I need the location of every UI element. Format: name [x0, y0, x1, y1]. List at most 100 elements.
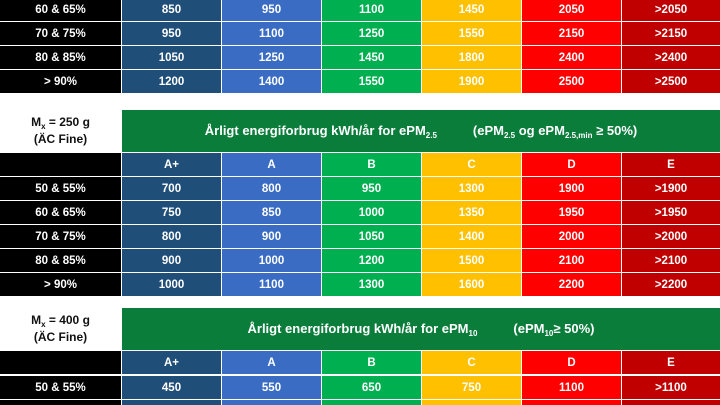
value-cell: 950 [222, 0, 321, 21]
value-cell: 1200 [122, 70, 221, 93]
text-part: (ePM [513, 320, 545, 336]
value-cell: 1000 [222, 249, 321, 272]
mass-label: Mx = 400 g (ÄC Fine) [0, 308, 121, 350]
value-cell: 1800 [422, 46, 521, 69]
text-part: = 250 g [45, 115, 90, 129]
value-cell: 1100 [222, 273, 321, 296]
row-label: 50 & 55% [0, 177, 121, 200]
text-part: 2.5 [503, 130, 516, 140]
value-cell: >2000 [622, 225, 720, 248]
row-label: > 90% [0, 70, 121, 93]
row-label: 80 & 85% [0, 249, 121, 272]
text-part: Årligt energiforbrug kWh/år for ePM [247, 320, 469, 336]
value-cell: 1950 [522, 201, 621, 224]
value-cell: 750 [122, 201, 221, 224]
value-cell: 1550 [422, 22, 521, 45]
row-label: 70 & 75% [0, 22, 121, 45]
value-cell: 1550 [322, 70, 421, 93]
mass-line: Mx = 250 g [31, 116, 90, 133]
value-cell: 1250 [322, 22, 421, 45]
header-title: Årligt energiforbrug kWh/år for ePM10 [248, 321, 478, 338]
value-cell: 900 [122, 249, 221, 272]
value-cell: 1050 [122, 46, 221, 69]
cut-row [0, 400, 121, 405]
value-cell: 1300 [422, 177, 521, 200]
value-cell: 1250 [222, 46, 321, 69]
row-label: > 90% [0, 273, 121, 296]
value-cell: >2150 [622, 22, 720, 45]
row-label: 60 & 65% [0, 201, 121, 224]
row-label: 50 & 55% [0, 376, 121, 399]
value-cell: >1100 [622, 376, 720, 399]
value-cell: 1400 [422, 225, 521, 248]
value-cell: 2200 [522, 273, 621, 296]
class-label-blank [0, 351, 121, 374]
value-cell: 800 [122, 225, 221, 248]
value-cell: >2100 [622, 249, 720, 272]
text-part: (ePM [472, 122, 504, 138]
text-part: ≥ 50%) [592, 122, 638, 138]
cut-row [222, 400, 321, 405]
value-cell: 1400 [222, 70, 321, 93]
mass-label: Mx = 250 g (ÄC Fine) [0, 110, 121, 152]
cut-row [322, 400, 421, 405]
value-cell: 900 [222, 225, 321, 248]
value-cell: 850 [222, 201, 321, 224]
header-title: Årligt energiforbrug kWh/år for ePM2.5 [205, 123, 437, 140]
value-cell: >2050 [622, 0, 720, 21]
value-cell: 1100 [522, 376, 621, 399]
value-cell: 2500 [522, 70, 621, 93]
value-cell: 750 [422, 376, 521, 399]
class-header: A [222, 153, 321, 176]
value-cell: 450 [122, 376, 221, 399]
text-part: M [31, 115, 42, 129]
mass-line: Mx = 400 g [31, 314, 90, 331]
value-cell: 2000 [522, 225, 621, 248]
value-cell: 850 [122, 0, 221, 21]
text-part: x [41, 320, 46, 329]
value-cell: >2400 [622, 46, 720, 69]
class-header: A [222, 351, 321, 374]
text-part: 10 [544, 328, 554, 338]
value-cell: >2200 [622, 273, 720, 296]
value-cell: 1350 [422, 201, 521, 224]
value-cell: 2150 [522, 22, 621, 45]
value-cell: 1450 [422, 0, 521, 21]
value-cell: 2050 [522, 0, 621, 21]
class-header: B [322, 153, 421, 176]
value-cell: 650 [322, 376, 421, 399]
header-note: (ePM2.5 og ePM2.5,min ≥ 50%) [473, 123, 637, 140]
cut-row [122, 400, 221, 405]
class-label-blank [0, 153, 121, 176]
value-cell: 2400 [522, 46, 621, 69]
cut-row [622, 400, 720, 405]
text-part: = 400 g [45, 313, 90, 327]
value-cell: 1300 [322, 273, 421, 296]
text-part: 2.5,min [564, 130, 593, 140]
value-cell: 1450 [322, 46, 421, 69]
header-band: Årligt energiforbrug kWh/år for ePM2.5 (e… [122, 110, 720, 152]
value-cell: 2100 [522, 249, 621, 272]
value-cell: >2500 [622, 70, 720, 93]
value-cell: 1000 [122, 273, 221, 296]
class-header: C [422, 153, 521, 176]
value-cell: 950 [322, 177, 421, 200]
row-label: 60 & 65% [0, 0, 121, 21]
value-cell: 1500 [422, 249, 521, 272]
class-header: A+ [122, 351, 221, 374]
value-cell: >1900 [622, 177, 720, 200]
header-band: Årligt energiforbrug kWh/år for ePM10 (eP… [122, 308, 720, 350]
cut-row [522, 400, 621, 405]
text-part: og ePM [515, 122, 565, 138]
text-part: Årligt energiforbrug kWh/år for ePM [204, 122, 426, 138]
cut-row [422, 400, 521, 405]
value-cell: 1200 [322, 249, 421, 272]
value-cell: 950 [122, 22, 221, 45]
value-cell: 1100 [222, 22, 321, 45]
value-cell: 1000 [322, 201, 421, 224]
class-header: E [622, 153, 720, 176]
mass-line: (ÄC Fine) [33, 132, 88, 146]
row-label: 70 & 75% [0, 225, 121, 248]
value-cell: 1050 [322, 225, 421, 248]
